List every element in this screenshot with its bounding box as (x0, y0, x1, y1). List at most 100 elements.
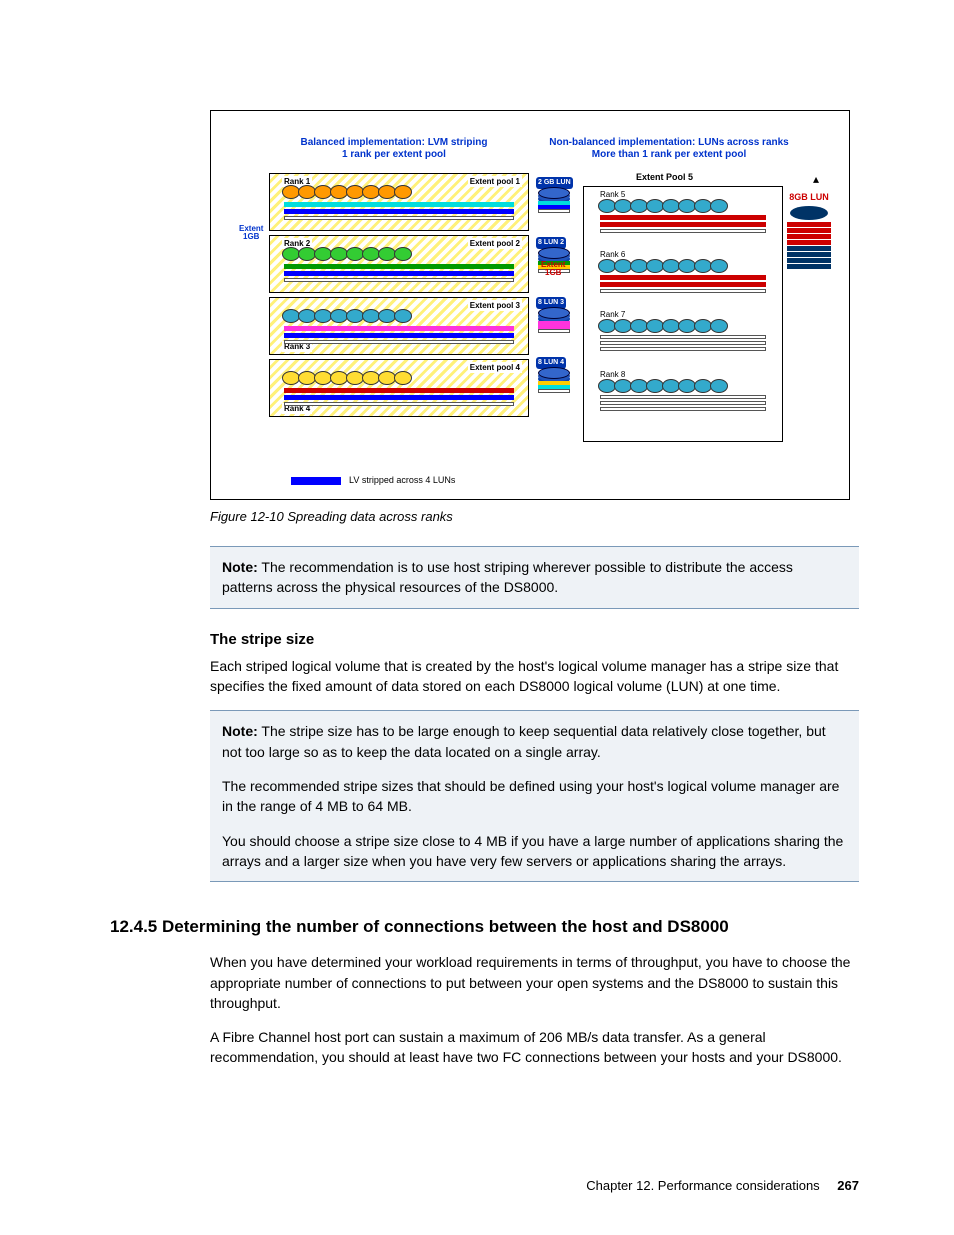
bars (600, 215, 766, 233)
lun8-slice (787, 252, 831, 257)
legend-swatch (291, 477, 341, 485)
stripe-bar (284, 209, 514, 214)
legend-text: LV stripped across 4 LUNs (349, 474, 455, 487)
right-title-line1: Non-balanced implementation: LUNs across… (549, 137, 789, 148)
disk-icon (394, 371, 412, 385)
lun8-slice (787, 246, 831, 251)
note2-p1: The stripe size has to be large enough t… (222, 723, 826, 759)
section-p2: A Fibre Channel host port can sustain a … (210, 1027, 859, 1068)
extent-pool-5: Rank 5Rank 6Rank 7Rank 8 (583, 186, 783, 442)
bars (600, 395, 766, 411)
pool-label: Extent pool 4 (468, 362, 522, 373)
page-footer: Chapter 12. Performance considerations 2… (586, 1177, 859, 1195)
arrow-up-icon: ▴ (813, 171, 819, 188)
extent-label-left: Extent 1GB (239, 225, 263, 241)
stripe-bar (284, 202, 514, 207)
extent-label-right: Extent 1GB (541, 261, 565, 277)
left-pool-stack: Rank 1Extent pool 1Rank 2Extent pool 2Ra… (269, 173, 529, 421)
stripe-bar (284, 278, 514, 282)
lun-4: 8 LUN 4 (536, 359, 576, 405)
note1-text: The recommendation is to use host stripi… (222, 559, 793, 595)
disks-row (600, 199, 728, 213)
lun8-disc-icon (790, 206, 828, 220)
rank-5: Rank 5 (592, 191, 774, 247)
lun8-slice (787, 258, 831, 263)
disks-row (600, 259, 728, 273)
rank-6: Rank 6 (592, 251, 774, 307)
left-panel-title: Balanced implementation: LVM striping 1 … (269, 137, 519, 161)
lun-1: 2 GB LUN (536, 179, 576, 225)
right-panel-title: Non-balanced implementation: LUNs across… (529, 137, 809, 161)
stripe-bar (284, 395, 514, 400)
figure-legend: LV stripped across 4 LUNs (291, 474, 455, 487)
lun8-slice (787, 228, 831, 233)
bars (284, 264, 514, 282)
pool-label: Extent pool 3 (468, 300, 522, 311)
stripe-bar (284, 388, 514, 393)
disk-icon (394, 309, 412, 323)
rank-7: Rank 7 (592, 311, 774, 367)
stripe-bar (284, 340, 514, 344)
stripe-bar (284, 326, 514, 331)
lun8-slice (787, 240, 831, 245)
note-box-1: Note: The recommendation is to use host … (210, 546, 859, 609)
disks-row (284, 309, 412, 323)
disks-row (600, 379, 728, 393)
disk-icon (394, 247, 412, 261)
lun8-slice (787, 222, 831, 227)
disk-icon (394, 185, 412, 199)
lun-disc-icon (538, 307, 570, 319)
footer-page-number: 267 (837, 1178, 859, 1193)
disk-icon (710, 319, 728, 333)
stripe-size-heading: The stripe size (210, 629, 859, 650)
section-p1: When you have determined your workload r… (210, 952, 859, 1013)
lun-slices (538, 321, 570, 333)
bars (600, 275, 766, 293)
extent-pool-2: Rank 2Extent pool 2 (269, 235, 529, 293)
extent-pool-3: Rank 3Extent pool 3 (269, 297, 529, 355)
left-title-line1: Balanced implementation: LVM striping (300, 137, 487, 148)
lun-column: 2 GB LUN8 LUN 28 LUN 38 LUN 4 (536, 179, 576, 419)
disks-row (284, 371, 412, 385)
disks-row (284, 247, 412, 261)
note1-label: Note: (222, 559, 258, 575)
bars (284, 388, 514, 406)
pool-label: Extent pool 1 (468, 176, 522, 187)
lun-3: 8 LUN 3 (536, 299, 576, 345)
lun-disc-icon (538, 367, 570, 379)
rank-8: Rank 8 (592, 371, 774, 427)
disk-icon (710, 199, 728, 213)
figure-caption: Figure 12-10 Spreading data across ranks (210, 508, 859, 526)
disks-row (284, 185, 412, 199)
note-box-2: Note: The stripe size has to be large en… (210, 710, 859, 882)
pool-label: Extent pool 2 (468, 238, 522, 249)
bars (600, 335, 766, 351)
footer-chapter: Chapter 12. Performance considerations (586, 1178, 819, 1193)
note2-label: Note: (222, 723, 258, 739)
bars (284, 326, 514, 344)
stripe-paragraph-1: Each striped logical volume that is crea… (210, 656, 859, 697)
extent-pool-1: Rank 1Extent pool 1 (269, 173, 529, 231)
extent-pool-4: Rank 4Extent pool 4 (269, 359, 529, 417)
extent-pool-5-title: Extent Pool 5 (636, 171, 886, 184)
stripe-bar (284, 402, 514, 406)
right-title-line2: More than 1 rank per extent pool (592, 149, 746, 160)
right-panel: Extent Pool 5 Rank 5Rank 6Rank 7Rank 8 (571, 173, 821, 442)
lun8-slice (787, 234, 831, 239)
lun-slices (538, 201, 570, 213)
lun-slices (538, 381, 570, 393)
bars (284, 202, 514, 220)
note2-p2: The recommended stripe sizes that should… (222, 776, 847, 817)
disk-icon (710, 259, 728, 273)
left-title-line2: 1 rank per extent pool (342, 149, 446, 160)
disks-row (600, 319, 728, 333)
note2-p3: You should choose a stripe size close to… (222, 831, 847, 872)
stripe-bar (284, 333, 514, 338)
lun8-label: 8GB LUN (787, 191, 831, 204)
stripe-bar (284, 216, 514, 220)
stripe-bar (284, 271, 514, 276)
lun-disc-icon (538, 247, 570, 259)
lun-disc-icon (538, 187, 570, 199)
section-12-4-5-heading: 12.4.5 Determining the number of connect… (110, 916, 859, 938)
lun8-slice (787, 264, 831, 269)
